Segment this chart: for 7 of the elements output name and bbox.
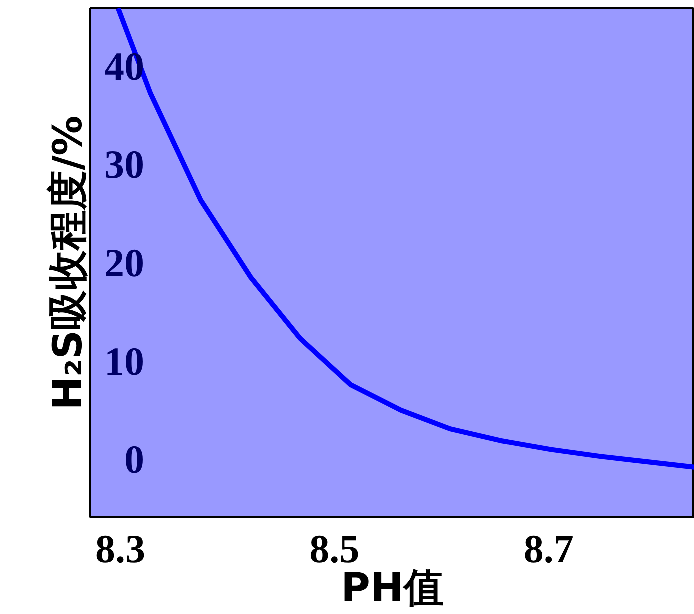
y-tick-label: 10 — [104, 338, 144, 384]
x-tick-label: 8.3 — [95, 526, 146, 572]
y-tick-label: 30 — [104, 142, 144, 188]
y-axis-title: H₂S吸收程度/% — [46, 116, 92, 410]
y-tick-label: 0 — [124, 437, 144, 482]
y-tick-label: 20 — [104, 240, 144, 286]
x-tick-label: 8.7 — [524, 526, 574, 572]
